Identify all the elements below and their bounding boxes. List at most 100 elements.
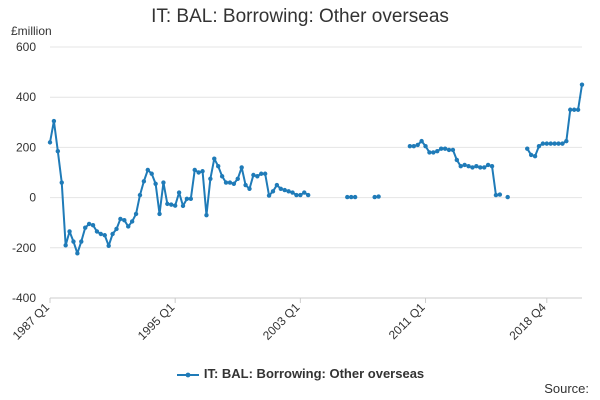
- data-point: [184, 196, 190, 202]
- data-point: [407, 143, 413, 149]
- data-point: [435, 148, 440, 154]
- data-point: [470, 165, 475, 170]
- data-point: [528, 152, 534, 158]
- y-tick-label: 400: [16, 90, 36, 104]
- data-point: [102, 233, 107, 238]
- data-point: [157, 211, 162, 217]
- data-point: [94, 229, 100, 234]
- data-point: [223, 180, 229, 185]
- data-point: [282, 187, 287, 193]
- y-axis-unit-label: £million: [11, 24, 52, 38]
- data-point: [114, 226, 119, 232]
- data-point: [239, 165, 244, 170]
- data-point: [485, 162, 491, 168]
- data-point: [67, 229, 72, 234]
- data-point: [59, 180, 64, 185]
- chart-title: IT: BAL: Borrowing: Other overseas: [151, 6, 449, 27]
- x-tick-label: 1995 Q1: [135, 300, 178, 343]
- data-point: [568, 107, 573, 112]
- data-point: [83, 225, 88, 230]
- y-axis: -400 -200 0 200 400 600: [12, 40, 36, 305]
- data-point: [176, 190, 182, 195]
- data-point: [216, 164, 221, 169]
- data-point: [302, 190, 307, 195]
- data-point: [489, 164, 495, 169]
- data-point: [556, 141, 561, 146]
- data-point: [126, 224, 131, 229]
- data-point: [458, 164, 463, 169]
- data-point: [438, 146, 444, 151]
- data-point: [71, 239, 76, 244]
- data-point: [571, 107, 577, 112]
- data-point: [493, 192, 499, 198]
- data-point: [474, 164, 479, 169]
- data-point: [180, 203, 186, 209]
- legend-swatch: [176, 372, 199, 377]
- data-point: [298, 192, 303, 198]
- data-point: [540, 141, 546, 146]
- data-point: [349, 194, 354, 200]
- data-point: [208, 176, 213, 181]
- y-tick-label: 200: [16, 140, 36, 154]
- data-point: [450, 147, 456, 153]
- data-point: [564, 138, 569, 144]
- data-point: [262, 171, 268, 176]
- y-tick-label: 0: [29, 191, 36, 205]
- data-point: [415, 142, 420, 148]
- data-point: [243, 182, 248, 188]
- data-point: [552, 141, 557, 146]
- data-point: [427, 150, 432, 155]
- x-tick-label: 2011 Q1: [386, 300, 428, 342]
- data-point: [212, 156, 217, 161]
- data-point: [560, 141, 565, 146]
- series-layer: [47, 82, 585, 256]
- data-point: [266, 193, 272, 198]
- data-point: [98, 231, 104, 237]
- data-point: [75, 251, 80, 256]
- data-point: [161, 180, 166, 185]
- y-tick-label: -200: [12, 241, 36, 255]
- data-point: [345, 194, 350, 200]
- data-point: [278, 186, 283, 192]
- data-point: [227, 180, 233, 185]
- data-point: [153, 181, 158, 186]
- data-point: [372, 194, 377, 200]
- data-point: [110, 231, 115, 237]
- data-point: [133, 211, 139, 217]
- data-point: [259, 171, 264, 176]
- x-tick-label: 2018 Q4: [506, 300, 549, 343]
- data-point: [47, 140, 53, 145]
- data-point: [247, 186, 252, 192]
- data-point: [255, 174, 260, 179]
- data-point: [505, 194, 510, 200]
- data-point: [149, 171, 154, 176]
- data-point: [106, 243, 111, 248]
- data-point: [423, 143, 428, 149]
- data-point: [90, 223, 96, 228]
- data-point: [79, 239, 84, 244]
- data-point: [482, 165, 487, 170]
- legend: IT: BAL: Borrowing: Other overseas: [0, 366, 600, 381]
- data-point: [536, 143, 542, 149]
- data-point: [235, 176, 240, 181]
- data-point: [200, 169, 205, 174]
- data-point: [442, 146, 448, 151]
- x-tick-label: 2003 Q1: [260, 300, 303, 343]
- data-point: [532, 153, 538, 159]
- data-point: [290, 190, 295, 195]
- data-point: [129, 219, 135, 224]
- data-point: [251, 172, 256, 178]
- data-point: [478, 165, 483, 170]
- data-point: [188, 196, 194, 202]
- data-point: [294, 192, 299, 198]
- data-point: [196, 170, 201, 175]
- data-point: [466, 164, 471, 169]
- data-point: [137, 192, 143, 198]
- y-tick-label: 600: [16, 40, 36, 54]
- data-point: [411, 143, 416, 149]
- data-point: [352, 194, 358, 200]
- data-point: [544, 141, 549, 146]
- data-point: [419, 138, 424, 144]
- data-point: [497, 192, 503, 197]
